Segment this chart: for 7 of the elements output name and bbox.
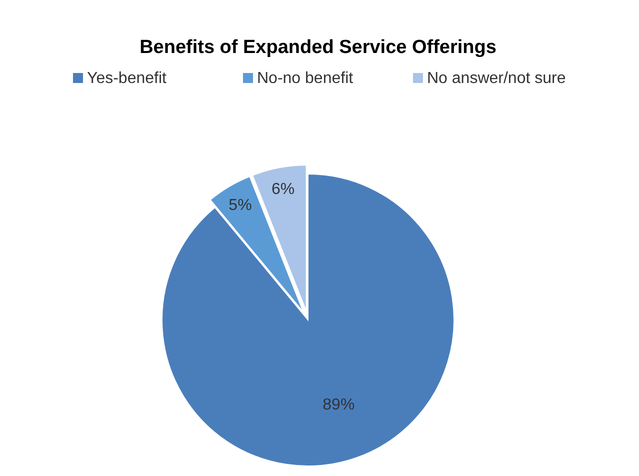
chart-title: Benefits of Expanded Service Offerings [140, 37, 496, 58]
data-label: 5% [228, 196, 252, 214]
legend-label: No answer/not sure [427, 70, 566, 87]
legend-label: No-no benefit [257, 70, 354, 87]
data-label: 6% [271, 180, 295, 198]
data-label: 89% [322, 396, 355, 414]
legend-label: Yes-benefit [87, 70, 168, 87]
